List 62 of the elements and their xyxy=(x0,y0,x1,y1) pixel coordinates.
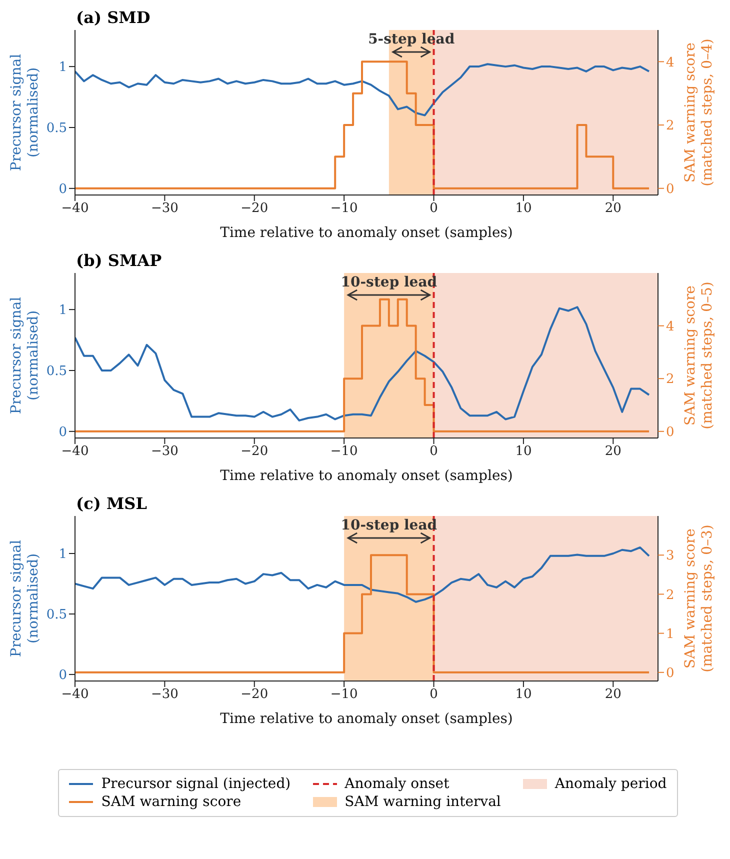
y-tick-label: 0 xyxy=(58,425,67,440)
x-tick-label: −40 xyxy=(61,444,89,460)
x-tick-label: 10 xyxy=(515,444,532,460)
x-tick-label: −20 xyxy=(240,201,268,216)
y2-axis-title: SAM warning score (matched steps, 0–4) xyxy=(682,38,716,186)
legend-label: Precursor signal (injected) xyxy=(101,776,291,792)
x-tick-label: 20 xyxy=(604,201,622,216)
legend-label: SAM warning interval xyxy=(344,794,501,810)
y2-tick-label: 0 xyxy=(666,182,674,197)
x-tick-label: 10 xyxy=(515,201,532,216)
y2-tick-label: 2 xyxy=(666,118,674,134)
y-axis-title: Precursor signal (normalised) xyxy=(8,53,42,172)
y2-tick-label: 4 xyxy=(666,319,674,334)
x-tick-label: −20 xyxy=(240,444,268,460)
x-tick-label: −30 xyxy=(150,444,178,460)
x-axis-title: Time relative to anomaly onset (samples) xyxy=(220,225,513,241)
x-tick-label: −20 xyxy=(240,687,268,702)
y2-tick-label: 2 xyxy=(666,588,674,603)
y-tick-label: 1 xyxy=(58,547,67,562)
x-tick-label: −10 xyxy=(330,201,358,216)
x-tick-label: 0 xyxy=(430,687,438,702)
x-tick-label: −40 xyxy=(61,201,89,216)
annotation: 10-step lead xyxy=(340,518,438,534)
y-tick-label: 0 xyxy=(58,182,67,198)
x-tick-label: 10 xyxy=(515,687,532,702)
y2-tick-label: 0 xyxy=(666,666,674,682)
legend-label: Anomaly onset xyxy=(344,776,450,792)
y2-tick-label: 1 xyxy=(666,626,674,642)
annotation: 10-step lead xyxy=(340,274,438,291)
y-tick-label: 0.5 xyxy=(46,608,67,623)
x-tick-label: 20 xyxy=(604,687,622,702)
chart-title: (b) SMAP xyxy=(76,251,162,270)
x-tick-label: 0 xyxy=(430,201,438,216)
y-tick-label: 0.5 xyxy=(46,121,67,136)
line-series xyxy=(75,63,650,116)
y-axis-title: Precursor signal (normalised) xyxy=(8,296,42,414)
y-tick-label: 0 xyxy=(58,668,67,684)
line-series xyxy=(75,546,650,603)
x-axis-title: Time relative to anomaly onset (samples) xyxy=(220,468,513,484)
legend-label: Anomaly period xyxy=(554,776,667,792)
annotation: 5-step lead xyxy=(368,32,455,48)
chart-title: (c) MSL xyxy=(76,494,147,513)
x-tick-label: −10 xyxy=(330,687,358,702)
chart-title: (a) SMD xyxy=(76,8,150,27)
x-tick-label: −30 xyxy=(150,201,178,216)
legend-label: SAM warning score xyxy=(101,794,242,810)
y2-axis-title: SAM warning score (matched steps, 0–3) xyxy=(682,524,716,672)
y-tick-label: 0.5 xyxy=(46,364,67,380)
y-tick-label: 1 xyxy=(58,303,67,318)
x-tick-label: −40 xyxy=(61,687,89,702)
x-axis-title: Time relative to anomaly onset (samples) xyxy=(220,711,513,727)
y2-axis-title: SAM warning score (matched steps, 0–5) xyxy=(682,282,716,430)
x-tick-label: −30 xyxy=(150,687,178,702)
y2-tick-label: 4 xyxy=(666,55,674,70)
y-tick-label: 1 xyxy=(58,60,67,76)
y2-tick-label: 2 xyxy=(666,372,674,388)
x-tick-label: 20 xyxy=(604,444,622,460)
x-tick-label: 0 xyxy=(430,444,438,460)
y2-tick-label: 3 xyxy=(666,548,674,564)
y2-tick-label: 0 xyxy=(666,425,674,440)
x-tick-label: −10 xyxy=(330,444,358,460)
y-axis-title: Precursor signal (normalised) xyxy=(8,539,42,658)
